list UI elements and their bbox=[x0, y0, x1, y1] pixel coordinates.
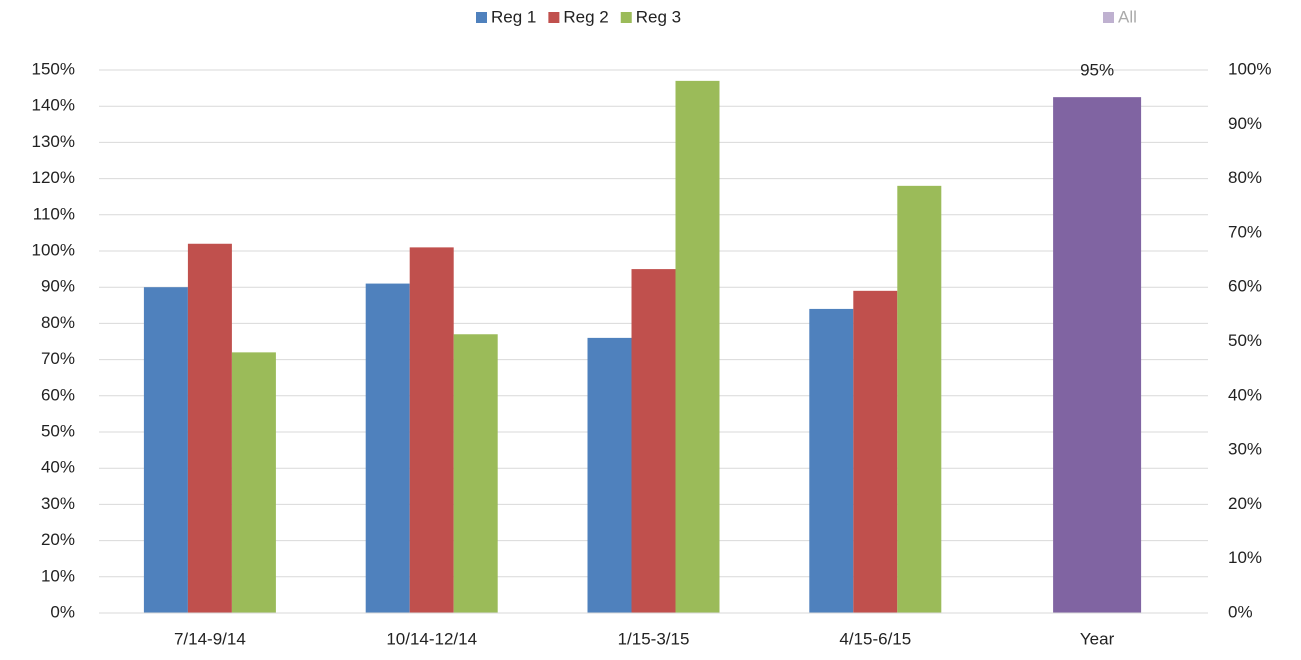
bar bbox=[587, 337, 632, 613]
bar bbox=[453, 334, 498, 613]
bar bbox=[143, 287, 188, 613]
y-tick-label: 150% bbox=[32, 59, 75, 78]
legend-label: Reg 3 bbox=[636, 7, 681, 26]
y-tick-label: 40% bbox=[41, 458, 75, 477]
x-tick-label: 4/15-6/15 bbox=[839, 629, 911, 648]
y2-tick-label: 100% bbox=[1228, 59, 1271, 78]
y-tick-label: 50% bbox=[41, 421, 75, 440]
y-tick-label: 110% bbox=[33, 204, 75, 223]
y-tick-label: 70% bbox=[41, 349, 75, 368]
bar bbox=[853, 290, 898, 613]
y-tick-label: 80% bbox=[41, 313, 75, 332]
y-tick-label: 10% bbox=[41, 566, 75, 585]
y2-tick-label: 70% bbox=[1228, 222, 1262, 241]
x-tick-label: 7/14-9/14 bbox=[174, 629, 246, 648]
y-tick-label: 20% bbox=[41, 530, 75, 549]
y2-tick-label: 50% bbox=[1228, 331, 1262, 350]
legend-label: Reg 2 bbox=[563, 7, 608, 26]
data-label: 95% bbox=[1080, 61, 1114, 80]
y-tick-label: 30% bbox=[41, 494, 75, 513]
y-tick-label: 0% bbox=[50, 602, 75, 621]
y-tick-label: 90% bbox=[41, 277, 75, 296]
y2-tick-label: 60% bbox=[1228, 277, 1262, 296]
bar bbox=[897, 185, 942, 613]
legend-label: Reg 1 bbox=[491, 7, 536, 26]
x-tick-label: 1/15-3/15 bbox=[618, 629, 690, 648]
y-tick-label: 120% bbox=[32, 168, 75, 187]
y2-tick-label: 30% bbox=[1228, 440, 1262, 459]
bar bbox=[631, 269, 676, 613]
legend-swatch bbox=[620, 12, 632, 23]
y2-tick-label: 90% bbox=[1228, 114, 1262, 133]
x-tick-label: 10/14-12/14 bbox=[386, 629, 477, 648]
bar bbox=[231, 352, 276, 613]
y-tick-label: 130% bbox=[32, 132, 75, 151]
legend-swatch bbox=[548, 12, 560, 23]
legend-swatch bbox=[476, 12, 487, 23]
x-tick-label: Year bbox=[1080, 629, 1115, 648]
y2-tick-label: 80% bbox=[1228, 168, 1262, 187]
y2-tick-label: 10% bbox=[1228, 548, 1262, 567]
bar bbox=[1053, 97, 1142, 613]
legend-swatch bbox=[1103, 12, 1114, 23]
y-tick-label: 60% bbox=[41, 385, 75, 404]
legend-label: All bbox=[1118, 7, 1137, 26]
y2-tick-label: 40% bbox=[1228, 385, 1262, 404]
bar bbox=[187, 243, 232, 613]
bar bbox=[675, 80, 720, 614]
bar bbox=[409, 247, 454, 613]
y2-tick-label: 0% bbox=[1228, 602, 1253, 621]
y-tick-label: 140% bbox=[32, 96, 75, 115]
bar bbox=[809, 308, 854, 613]
y-tick-label: 100% bbox=[32, 240, 75, 259]
y2-tick-label: 20% bbox=[1228, 494, 1262, 513]
bar bbox=[365, 283, 410, 613]
